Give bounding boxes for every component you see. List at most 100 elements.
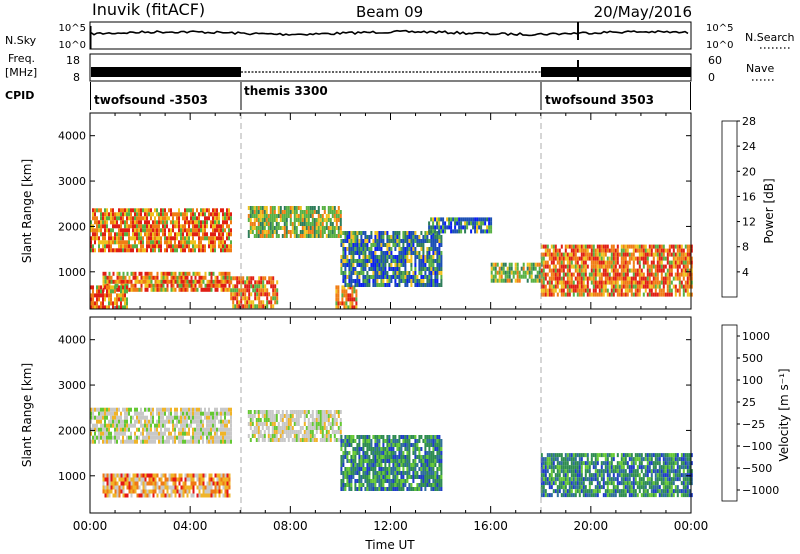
vel-cell	[378, 467, 381, 471]
power-cell	[616, 268, 619, 273]
power-cell	[226, 244, 228, 249]
power-cell	[140, 275, 143, 280]
power-cell	[343, 289, 346, 294]
vel-cell	[144, 485, 147, 490]
power-cell	[586, 248, 589, 253]
vel-cell	[112, 473, 115, 478]
power-cell	[374, 243, 377, 247]
power-cell	[249, 230, 252, 234]
vel-cell	[440, 463, 443, 467]
power-cell	[108, 232, 110, 237]
vel-cell	[132, 439, 134, 444]
vel-cell	[124, 427, 126, 432]
power-cell	[146, 228, 148, 233]
power-cell	[293, 226, 296, 230]
power-cell	[92, 301, 94, 306]
power-cell	[570, 252, 573, 257]
power-cell	[214, 287, 217, 292]
vel-cell	[406, 443, 409, 447]
power-cell	[100, 285, 102, 290]
power-cell	[116, 236, 118, 241]
power-cell	[410, 263, 413, 267]
vel-cell	[144, 477, 147, 482]
power-cell	[374, 251, 377, 255]
power-cell	[404, 275, 407, 279]
power-cell	[624, 292, 627, 297]
power-cell	[394, 283, 397, 287]
power-cell	[630, 252, 633, 257]
vel-cell	[124, 493, 127, 498]
power-cell	[261, 206, 264, 210]
power-cell	[636, 256, 639, 261]
power-cell	[402, 279, 405, 283]
power-cell	[162, 216, 164, 221]
power-cell	[656, 284, 659, 289]
power-cell	[236, 280, 239, 285]
power-cell	[198, 232, 200, 237]
power-cell	[474, 221, 477, 226]
vel-cell	[192, 485, 195, 490]
power-cell	[658, 288, 661, 293]
vel-cell	[301, 426, 304, 430]
vel-cell	[321, 430, 324, 434]
power-cell	[354, 271, 357, 275]
vel-cell	[128, 489, 131, 494]
vel-cell	[348, 439, 351, 443]
power-cell	[428, 251, 431, 255]
power-cell	[484, 229, 487, 234]
vel-cell	[344, 443, 347, 447]
power-cell	[118, 293, 120, 298]
power-cell	[476, 221, 479, 226]
power-cell	[230, 292, 233, 297]
power-cell	[612, 260, 615, 265]
vel-cell	[352, 475, 355, 479]
vel-cell	[102, 435, 104, 440]
vel-cell	[406, 447, 409, 451]
power-cell	[198, 240, 200, 245]
power-cell	[108, 271, 111, 276]
power-cell	[272, 288, 275, 293]
vel-cell	[249, 422, 252, 426]
power-cell	[360, 239, 363, 243]
power-cell	[178, 271, 181, 276]
power-cell	[650, 252, 653, 257]
power-cell	[352, 279, 355, 283]
vel-cell	[428, 439, 431, 443]
power-cell	[148, 224, 150, 229]
power-cell	[514, 262, 517, 267]
vel-cell	[206, 439, 208, 444]
noise-search-label: N.Search	[745, 31, 795, 44]
power-cell	[148, 208, 150, 213]
power-cell	[102, 220, 104, 225]
vel-cell	[200, 477, 203, 482]
power-cell	[186, 279, 189, 284]
power-cell	[313, 218, 316, 222]
vel-cell	[340, 471, 343, 475]
vel-cell	[134, 435, 136, 440]
vel-cell	[400, 455, 403, 459]
power-cell	[230, 288, 233, 293]
power-cell	[354, 279, 357, 283]
vel-cell	[354, 455, 357, 459]
vel-cell	[116, 485, 119, 490]
power-cell	[518, 274, 521, 279]
power-cell	[500, 278, 503, 283]
vel-cell	[210, 427, 212, 432]
power-cell	[374, 259, 377, 263]
vel-cell	[180, 489, 183, 494]
power-cell	[150, 244, 152, 249]
power-cell	[602, 280, 605, 285]
power-cell	[410, 247, 413, 251]
power-cell	[337, 234, 340, 238]
vel-cell	[168, 473, 171, 478]
vel-cell	[116, 493, 119, 498]
power-cell	[92, 236, 94, 241]
power-cell	[652, 272, 655, 277]
power-cell	[120, 240, 122, 245]
vel-cell	[279, 426, 282, 430]
power-cell	[116, 220, 118, 225]
power-cell	[279, 218, 282, 222]
vel-cell	[287, 426, 290, 430]
power-cell	[622, 272, 625, 277]
vel-cell	[263, 438, 266, 442]
